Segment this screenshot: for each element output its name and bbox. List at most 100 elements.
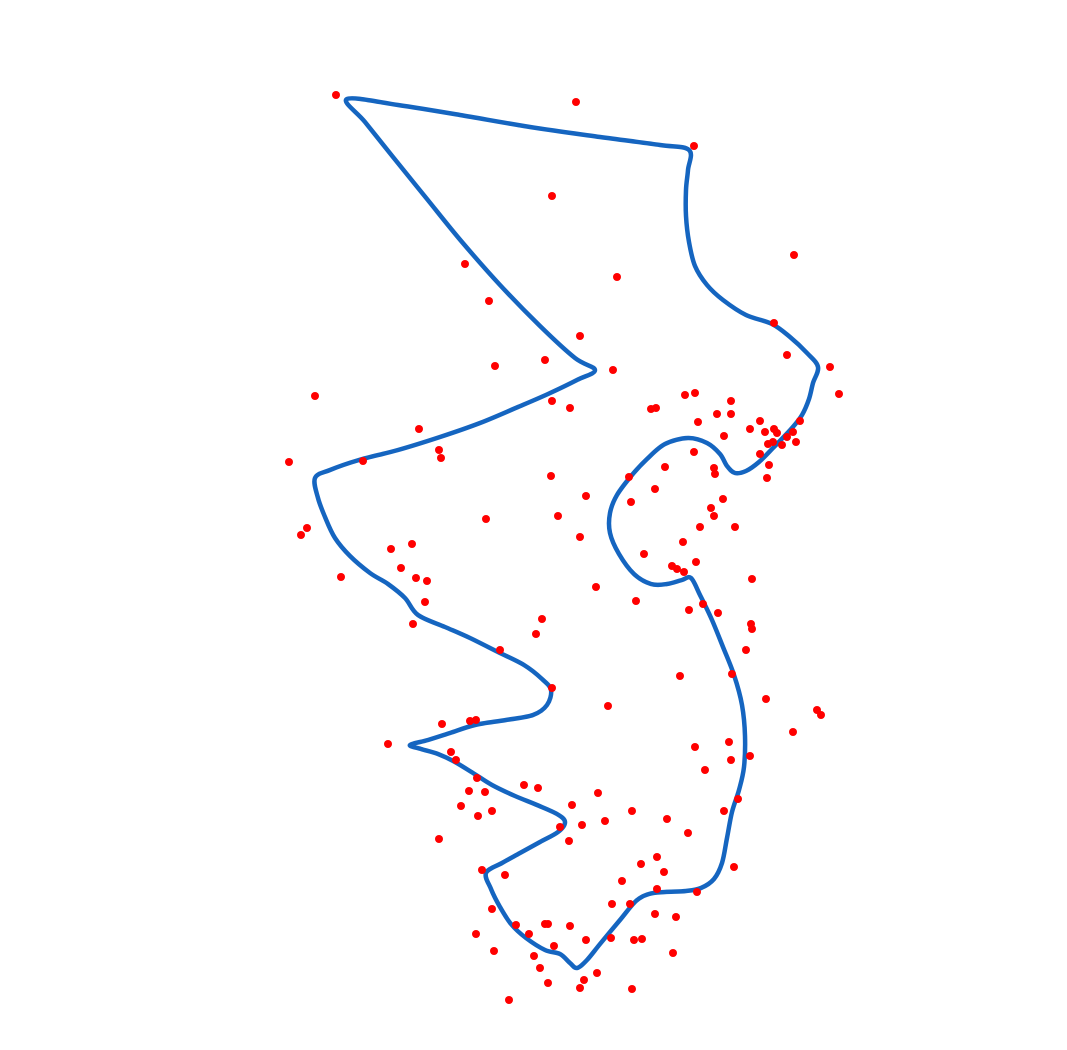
scatter-point	[790, 251, 798, 259]
scatter-point	[566, 404, 574, 412]
scatter-point	[727, 410, 735, 418]
scatter-point	[613, 273, 621, 281]
scatter-point	[835, 390, 843, 398]
scatter-point	[663, 815, 671, 823]
scatter-point	[532, 630, 540, 638]
scatter-point	[534, 784, 542, 792]
scatter-point	[421, 598, 429, 606]
scatter-point	[692, 558, 700, 566]
scatter-point	[756, 450, 764, 458]
scatter-point	[672, 913, 680, 921]
scatter-point	[415, 425, 423, 433]
scatter-point	[761, 428, 769, 436]
scatter-point	[488, 807, 496, 815]
scatter-point	[482, 515, 490, 523]
scatter-point	[608, 900, 616, 908]
scatter-point	[699, 600, 707, 608]
scatter-point	[297, 531, 305, 539]
scatter-point	[478, 866, 486, 874]
scatter-point	[384, 740, 392, 748]
scatter-point	[685, 606, 693, 614]
scatter-point	[789, 728, 797, 736]
scatter-point	[447, 748, 455, 756]
scatter-point	[632, 597, 640, 605]
scatter-point	[742, 646, 750, 654]
scatter-point	[783, 351, 791, 359]
scatter-point	[548, 684, 556, 692]
scatter-point	[770, 425, 778, 433]
scatter-point	[701, 766, 709, 774]
scatter-series	[285, 91, 843, 1004]
scatter-point	[625, 473, 633, 481]
scatter-point	[438, 720, 446, 728]
scatter-point	[727, 397, 735, 405]
scatter-point	[311, 392, 319, 400]
scatter-point	[525, 930, 533, 938]
scatter-point	[713, 410, 721, 418]
scatter-point	[626, 900, 634, 908]
scatter-point	[676, 672, 684, 680]
scatter-point	[710, 464, 718, 472]
scatter-point	[397, 564, 405, 572]
scatter-point	[756, 417, 764, 425]
scatter-point	[720, 807, 728, 815]
scatter-point	[826, 363, 834, 371]
scatter-point	[412, 574, 420, 582]
scatter-point	[461, 260, 469, 268]
scatter-point	[679, 538, 687, 546]
scatter-point	[651, 485, 659, 493]
scatter-point	[719, 495, 727, 503]
scatter-point	[582, 936, 590, 944]
scatter-point	[485, 297, 493, 305]
curve-series	[312, 96, 821, 971]
scatter-point	[668, 562, 676, 570]
scatter-point	[550, 942, 558, 950]
scatter-point	[651, 910, 659, 918]
scatter-point	[746, 425, 754, 433]
scatter-point	[578, 821, 586, 829]
scatter-point	[387, 545, 395, 553]
scatter-point	[680, 568, 688, 576]
scatter-point	[488, 905, 496, 913]
scatter-point	[696, 523, 704, 531]
scatter-point	[638, 935, 646, 943]
scatter-point	[409, 620, 417, 628]
curve-line	[312, 96, 821, 971]
scatter-point	[731, 523, 739, 531]
scatter-point	[746, 752, 754, 760]
scatter-point	[762, 695, 770, 703]
scatter-point	[554, 512, 562, 520]
scatter-point	[813, 706, 821, 714]
scatter-point	[653, 853, 661, 861]
scatter-point	[725, 738, 733, 746]
scatter-point	[592, 583, 600, 591]
scatter-point	[734, 795, 742, 803]
scatter-point	[490, 947, 498, 955]
scatter-point	[691, 389, 699, 397]
scatter-point	[568, 801, 576, 809]
scatter-point	[763, 474, 771, 482]
scatter-point	[501, 871, 509, 879]
scatter-point	[408, 540, 416, 548]
scatter-point	[707, 504, 715, 512]
scatter-point	[576, 332, 584, 340]
scatter-point	[747, 620, 755, 628]
scatter-point	[653, 885, 661, 893]
scatter-point	[332, 91, 340, 99]
scatter-point	[681, 391, 689, 399]
scatter-point	[548, 397, 556, 405]
scatter-point	[465, 787, 473, 795]
scatter-point	[690, 448, 698, 456]
scatter-point	[714, 609, 722, 617]
scatter-point	[576, 533, 584, 541]
scatter-point	[359, 457, 367, 465]
scatter-point	[496, 646, 504, 654]
scatter-point	[572, 98, 580, 106]
scatter-point	[728, 670, 736, 678]
scatter-point	[491, 362, 499, 370]
scatter-point	[505, 996, 513, 1004]
scatter-point	[628, 807, 636, 815]
scatter-point	[630, 936, 638, 944]
scatter-point	[720, 432, 728, 440]
